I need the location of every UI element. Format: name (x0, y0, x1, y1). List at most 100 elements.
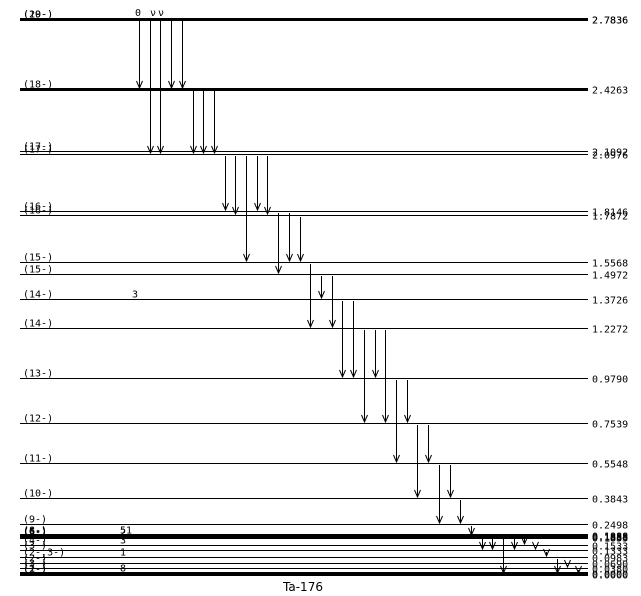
gamma-transition-arrow (436, 465, 443, 525)
gamma-transition-arrow (404, 380, 411, 424)
level-spin-label: (2-) (23, 565, 47, 576)
gamma-transition-arrow (297, 217, 304, 263)
level-energy-label: 0.1888 (592, 532, 628, 543)
level-energy-label: 0.0983 (592, 554, 628, 565)
gamma-transition-arrow (489, 538, 496, 551)
level-energy-label: 1.7872 (592, 212, 628, 223)
gamma-transition-arrow (350, 301, 357, 379)
top-marker-label: ν (150, 8, 156, 19)
gamma-transition-arrow (222, 156, 229, 212)
level-spin-label: (2-,3-) (23, 548, 65, 559)
level-energy-label: 1.8146 (592, 208, 628, 219)
gamma-transition-arrow (179, 21, 186, 90)
gamma-transition-arrow (200, 91, 207, 155)
gamma-transition-arrow (307, 264, 314, 329)
levels-layer: (20-)2.7836(19-)2.7836(18-)2.4263(17-)2.… (20, 10, 628, 582)
level-energy-label: 0.0000 (592, 570, 628, 581)
gamma-transition-arrow (425, 425, 432, 464)
level-spin-label: (12-) (23, 414, 53, 425)
level-spin-label: (20-) (23, 10, 53, 21)
level-spin-label: (16-) (23, 202, 53, 213)
level-energy-label: 0.9790 (592, 375, 628, 386)
level-spin-label: (4-) (23, 536, 47, 547)
gamma-transition-arrow (511, 538, 518, 551)
level-energy-label: 1.2272 (592, 325, 628, 336)
gamma-transition-arrow (414, 425, 421, 499)
gamma-transition-arrow (168, 21, 175, 90)
level-spin-label: (18-) (23, 80, 53, 91)
level-spin-label: (5-) (23, 528, 47, 539)
level-lifetime-label: 3 (120, 536, 126, 547)
gamma-transition-arrow (361, 330, 368, 424)
gamma-transition-arrow (275, 213, 282, 275)
level-energy-label: 2.4263 (592, 86, 628, 97)
level-spin-label: (3-) (23, 541, 47, 552)
level-lifetime-label: 8 (120, 564, 126, 575)
level-energy-label: 0.1858 (592, 533, 628, 544)
level-spin-label: (1-) (23, 564, 47, 575)
level-spin-label: (10-) (23, 489, 53, 500)
transitions-layer (136, 21, 582, 575)
level-energy-label: 0.2498 (592, 521, 628, 532)
gamma-transition-arrow (393, 380, 400, 464)
gamma-transition-arrow (339, 301, 346, 379)
level-spin-label: (17-) (23, 142, 53, 153)
gamma-transition-arrow (468, 526, 475, 537)
gamma-transition-arrow (372, 330, 379, 379)
level-energy-label: 0.1833 (592, 534, 628, 545)
gamma-transition-arrow (521, 536, 528, 546)
gamma-transition-arrow (543, 548, 550, 558)
gamma-transition-arrow (232, 156, 239, 216)
gamma-transition-arrow (382, 330, 389, 424)
level-spin-label: (14-) (23, 319, 53, 330)
level-spin-label: (19-) (23, 10, 53, 21)
level-spin-label: (2-) (23, 554, 47, 565)
gamma-transition-arrow (500, 538, 507, 575)
level-lifetime-label: 3 (132, 290, 138, 301)
level-spin-label: (3-) (23, 559, 47, 570)
level-lifetime-label: 1 (120, 548, 126, 559)
level-spin-label: (6-) (23, 527, 47, 538)
gamma-transition-arrow (554, 559, 561, 575)
level-energy-label: 2.7836 (592, 16, 628, 27)
level-spin-label: (8-) (23, 526, 47, 537)
gamma-transition-arrow (264, 156, 271, 216)
level-energy-label: 1.3726 (592, 296, 628, 307)
gamma-transition-arrow (457, 500, 464, 525)
gamma-transition-arrow (147, 21, 154, 155)
gamma-transition-arrow (318, 276, 325, 300)
gamma-transition-arrow (532, 541, 539, 551)
gamma-transition-arrow (157, 21, 164, 155)
gamma-transition-arrow (447, 465, 454, 499)
gamma-transition-arrow (211, 91, 218, 155)
gamma-transition-arrow (329, 276, 336, 329)
level-spin-label: (9-) (23, 515, 47, 526)
level-spin-label: (14-) (23, 290, 53, 301)
level-energy-label: 2.7836 (592, 16, 628, 27)
level-energy-label: 1.5568 (592, 259, 628, 270)
gamma-transition-arrow (479, 538, 486, 551)
level-energy-label: 1.4972 (592, 271, 628, 282)
level-energy-label: 0.1888 (592, 533, 628, 544)
gamma-transition-arrow (575, 565, 582, 575)
level-lifetime-label: 51 (120, 526, 132, 537)
level-spin-label: (13-) (23, 369, 53, 380)
level-energy-label: 2.0976 (592, 151, 628, 162)
level-energy-label: 2.1092 (592, 148, 628, 159)
gamma-transition-arrow (564, 559, 571, 569)
level-energy-label: 0.0690 (592, 560, 628, 571)
level-energy-label: 0.1333 (592, 547, 628, 558)
level-energy-label: 0.3843 (592, 495, 628, 506)
nucleus-label: Ta-176 (282, 580, 323, 594)
top-marker-label: ν (158, 8, 164, 19)
level-energy-label: 0.5548 (592, 460, 628, 471)
level-energy-label: 0.0000 (592, 571, 628, 582)
gamma-transition-arrow (243, 156, 250, 263)
level-lifetime-label: 2 (120, 528, 126, 539)
level-energy-label: 0.0380 (592, 565, 628, 576)
gamma-transition-arrow (136, 21, 143, 90)
level-energy-label: 0.7539 (592, 420, 628, 431)
level-spin-label: (15-) (23, 265, 53, 276)
